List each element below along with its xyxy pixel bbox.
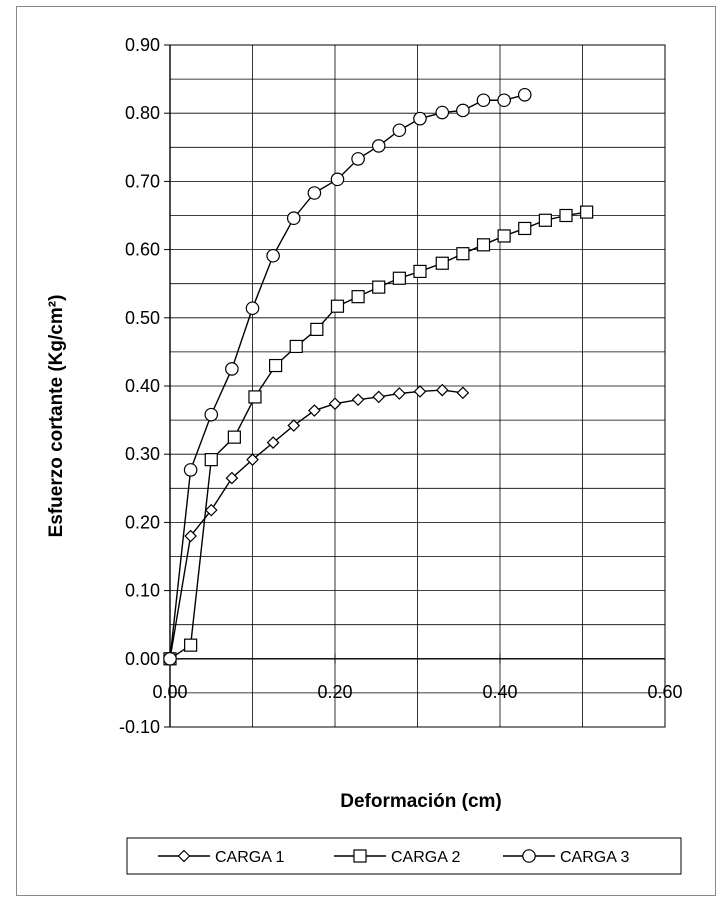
circle-marker: [330, 172, 345, 187]
x-tick-label: 0.00: [152, 682, 187, 702]
diamond-marker: [372, 390, 386, 404]
y-tick-label: 0.10: [125, 581, 160, 601]
square-marker: [435, 256, 449, 270]
y-tick-label: 0.90: [125, 35, 160, 55]
square-marker: [330, 299, 345, 313]
series-carga-3: [163, 87, 532, 666]
circle-marker: [204, 407, 219, 422]
diamond-marker: [184, 529, 197, 543]
circle-marker: [435, 105, 450, 120]
square-marker: [456, 247, 470, 261]
square-marker: [184, 638, 198, 652]
square-marker: [289, 339, 303, 354]
square-marker: [559, 208, 573, 223]
y-tick-label: 0.60: [125, 240, 160, 260]
x-tick-label: 0.20: [317, 682, 352, 702]
y-tick-label: 0.00: [125, 649, 160, 669]
diamond-marker: [266, 436, 280, 449]
square-marker: [204, 453, 218, 467]
y-tick-label: 0.50: [125, 308, 160, 328]
square-marker: [310, 322, 324, 336]
circle-marker: [413, 111, 427, 126]
diamond-marker: [413, 385, 427, 398]
circle-marker: [517, 87, 532, 102]
diamond-marker: [456, 386, 470, 400]
circle-marker: [163, 651, 177, 666]
square-marker: [227, 430, 241, 444]
legend: CARGA 1 CARGA 2 CARGA 3: [126, 837, 682, 875]
x-tick-label: 0.60: [647, 682, 682, 702]
circle-marker: [245, 301, 260, 316]
legend-label: CARGA 2: [391, 849, 460, 866]
circle-marker: [351, 152, 365, 166]
circle-marker: [183, 463, 198, 477]
diamond-marker: [351, 393, 365, 406]
diamond-marker: [435, 383, 449, 397]
square-marker: [392, 271, 406, 285]
grid: [169, 44, 666, 728]
diamond-marker: [204, 503, 218, 517]
circle-marker: [392, 123, 407, 138]
legend-label: CARGA 1: [215, 849, 284, 866]
square-marker: [538, 213, 552, 227]
square-marker: [413, 264, 427, 279]
square-marker: [476, 238, 491, 252]
square-marker: [269, 358, 283, 373]
diamond-marker: [287, 419, 301, 432]
diamond-marker: [308, 404, 321, 417]
circle-marker: [456, 103, 470, 118]
x-axis-title: Deformación (cm): [340, 791, 502, 812]
legend-diamond-marker: [177, 849, 191, 863]
circle-marker: [476, 93, 491, 108]
legend-box: [126, 837, 682, 875]
legend-label: CARGA 3: [560, 849, 629, 866]
y-tick-label: -0.10: [119, 717, 160, 737]
circle-marker: [497, 93, 511, 108]
circle-marker: [266, 248, 280, 263]
y-tick-label: 0.40: [125, 376, 160, 396]
square-marker: [497, 229, 511, 243]
legend-circle-marker: [522, 849, 536, 863]
square-marker: [518, 221, 532, 236]
tick-labels: -0.10 0.00 0.10 0.20 0.30 0.40 0.50 0.60 0.70 0.8…: [119, 35, 683, 737]
series-carga-1: [163, 383, 470, 666]
circle-marker: [286, 211, 301, 226]
diamond-marker: [246, 453, 259, 467]
diamond-marker: [393, 387, 406, 400]
square-marker: [248, 390, 262, 404]
square-marker: [580, 205, 594, 219]
circle-marker: [225, 362, 239, 376]
square-marker: [351, 290, 365, 304]
legend-square-marker: [353, 849, 367, 863]
y-tick-label: 0.80: [125, 103, 160, 123]
square-marker: [372, 280, 386, 294]
y-tick-label: 0.30: [125, 444, 160, 464]
diamond-marker: [225, 471, 239, 485]
circle-marker: [371, 139, 386, 153]
series: [163, 87, 594, 666]
diamond-marker: [328, 397, 342, 411]
y-tick-label: 0.20: [125, 512, 160, 532]
y-tick-label: 0.70: [125, 171, 160, 191]
y-axis-title: Esfuerzo cortante (Kg/cm²): [46, 295, 67, 538]
circle-marker: [307, 186, 322, 200]
x-tick-label: 0.40: [482, 682, 517, 702]
series-carga-2: [163, 205, 594, 666]
